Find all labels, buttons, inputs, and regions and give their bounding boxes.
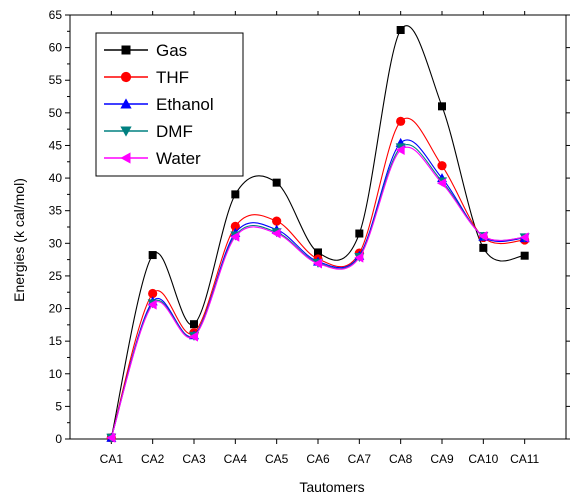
y-axis-title: Energies (k cal/mol) [11, 178, 27, 302]
data-point-water [437, 178, 446, 189]
data-point-water [230, 231, 240, 242]
data-point-water [271, 228, 281, 239]
series-line-water [110, 146, 525, 438]
y-axis: 0 5 10 15 20 25 30 35 40 45 50 55 60 65 [49, 8, 570, 446]
x-tick-label: CA6 [306, 452, 330, 466]
data-point-gas [520, 251, 529, 260]
y-tick-label: 20 [49, 302, 63, 316]
y-tick-label: 15 [49, 334, 63, 348]
y-tick-label: 55 [49, 73, 63, 87]
data-point-gas [231, 190, 240, 199]
data-point-gas [272, 178, 281, 187]
legend-item-ethanol: Ethanol [104, 95, 214, 114]
series-ethanol [106, 137, 530, 442]
x-tick-label: CA3 [182, 452, 206, 466]
data-point-thf [148, 288, 158, 299]
data-point-thf [437, 161, 447, 171]
data-point-gas [190, 320, 198, 329]
legend-marker [120, 152, 131, 164]
series-line-ethanol [110, 139, 525, 438]
legend-item-gas: Gas [104, 41, 187, 60]
x-tick-label: CA1 [100, 452, 124, 466]
legend-item-water: Water [104, 149, 201, 168]
legend-item-thf: THF [104, 68, 189, 87]
x-tick-label: CA9 [430, 452, 454, 466]
x-tick-label: CA10 [468, 452, 498, 466]
legend-label: THF [156, 68, 189, 87]
data-point-water [147, 299, 157, 310]
data-point-water [313, 258, 322, 269]
series-line-dmf [110, 144, 525, 438]
data-point-thf [396, 116, 406, 126]
y-tick-label: 30 [49, 236, 63, 250]
x-tick-label: CA7 [348, 452, 372, 466]
legend-marker [120, 98, 132, 109]
legend: Gas THF Ethanol DMF Water [95, 32, 244, 177]
data-point-water [478, 231, 488, 242]
x-tick-label: CA8 [389, 452, 413, 466]
y-tick-label: 0 [55, 432, 62, 446]
legend-item-dmf: DMF [104, 122, 193, 141]
y-tick-label: 45 [49, 138, 63, 152]
data-point-gas [355, 229, 364, 238]
data-point-gas [438, 102, 446, 111]
data-point-gas [479, 243, 488, 252]
y-tick-label: 50 [49, 106, 63, 120]
series-dmf [106, 143, 530, 443]
data-point-gas [148, 251, 157, 260]
series-water [106, 145, 529, 443]
x-tick-label: CA5 [265, 452, 289, 466]
y-tick-label: 5 [55, 399, 62, 413]
y-tick-label: 65 [49, 8, 63, 22]
y-tick-label: 60 [49, 41, 63, 55]
data-point-thf [230, 221, 240, 231]
data-point-gas [396, 26, 405, 35]
y-tick-label: 10 [49, 367, 63, 381]
y-tick-label: 40 [49, 171, 63, 185]
x-tick-label: CA4 [224, 452, 248, 466]
data-point-water [354, 252, 364, 263]
x-tick-label: CA11 [510, 452, 539, 466]
x-axis-title: Tautomers [299, 479, 364, 495]
y-tick-label: 25 [49, 269, 63, 283]
data-point-water [189, 331, 198, 342]
series-layer [106, 25, 530, 443]
y-tick-label: 35 [49, 204, 63, 218]
data-point-water [395, 145, 405, 156]
legend-label: Gas [156, 41, 187, 60]
legend-label: Ethanol [156, 95, 214, 114]
legend-label: Water [156, 149, 201, 168]
data-point-gas [314, 248, 322, 257]
data-point-thf [272, 216, 282, 226]
data-point-water [519, 232, 529, 243]
legend-label: DMF [156, 122, 193, 141]
data-point-water [106, 432, 116, 443]
x-axis: CA1 CA2 CA3 CA4 CA5 CA6 CA7 CA8 CA9 CA10 CA11 [100, 11, 540, 466]
legend-marker [121, 45, 131, 55]
legend-marker [120, 71, 132, 83]
x-tick-label: CA2 [141, 452, 165, 466]
legend-marker [120, 126, 132, 137]
